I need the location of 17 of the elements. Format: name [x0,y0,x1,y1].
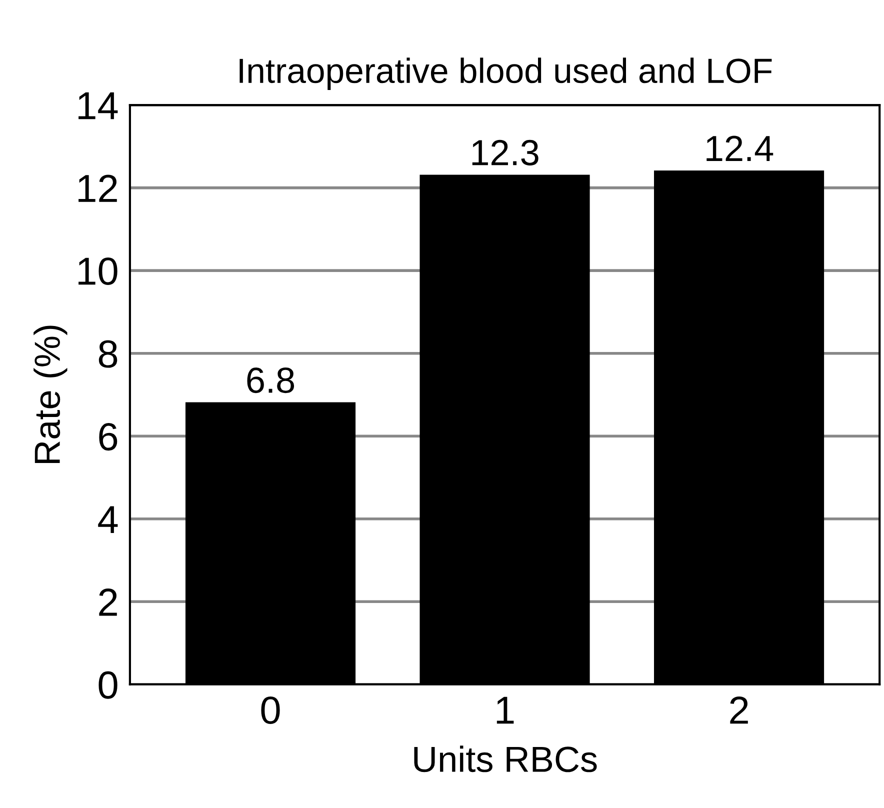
x-axis-title: Units RBCs [414,746,597,772]
data-label: 6.8 [247,368,294,394]
y-tick-label: 0 [98,671,118,699]
y-tick-label: 2 [99,588,117,616]
y-tick-label: 10 [78,258,118,286]
y-tick-label: 8 [98,340,118,368]
y-tick-label: 4 [98,506,118,533]
y-tick-label: 14 [78,92,118,120]
y-tick-label: 6 [99,423,118,451]
chart-title: Intraoperative blood used and LOF [240,58,772,90]
x-tick-label: 2 [730,696,748,724]
y-tick-label: 12 [78,174,117,202]
data-label: 12.3 [472,140,538,166]
x-tick-label: 0 [261,696,280,724]
data-label: 12.4 [706,136,774,161]
x-tick-label: 1 [496,696,514,724]
y-axis-title: Rate (%) [34,326,68,463]
